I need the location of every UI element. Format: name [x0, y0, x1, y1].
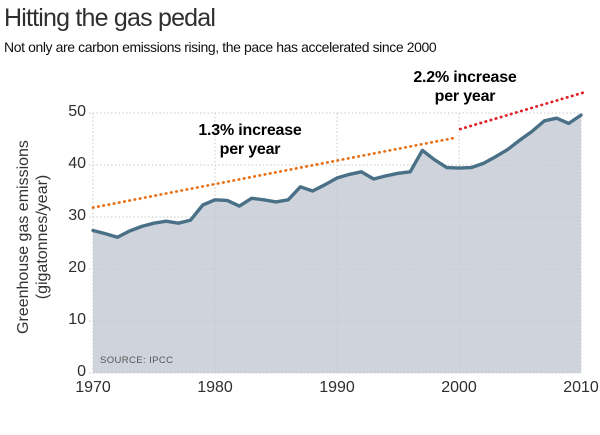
- y-tick-label-40: 40: [68, 155, 86, 172]
- y-tick-label-20: 20: [68, 259, 86, 276]
- x-tick-label-2010: 2010: [563, 379, 599, 396]
- y-tick-label-0: 0: [77, 363, 86, 380]
- trend-label-2-line1: 2.2% increase: [413, 69, 517, 86]
- trend-1.3-percent-line: [91, 136, 456, 209]
- trend-label-2.2-percent: 2.2% increase per year: [399, 68, 531, 106]
- y-tick-label-50: 50: [68, 103, 86, 120]
- trend-label-2-line2: per year: [434, 88, 496, 105]
- y-tick-label-10: 10: [68, 311, 86, 328]
- chart-subtitle: Not only are carbon emissions rising, th…: [4, 39, 437, 55]
- trend-label-1-line1: 1.3% increase: [198, 122, 302, 139]
- emissions-line: [91, 113, 583, 239]
- trend-2.2-percent-line: [458, 90, 587, 131]
- x-tick-label-1970: 1970: [75, 379, 111, 396]
- emissions-area-fill: [93, 115, 581, 373]
- y-tick-label-30: 30: [68, 207, 86, 224]
- trend-label-1-line2: per year: [219, 141, 281, 158]
- x-tick-label-2000: 2000: [441, 379, 477, 396]
- x-tick-label-1980: 1980: [197, 379, 233, 396]
- source-credit: SOURCE: IPCC: [100, 355, 174, 366]
- x-tick-label-1990: 1990: [319, 379, 355, 396]
- page-title: Hitting the gas pedal: [4, 4, 216, 32]
- trend-label-1.3-percent: 1.3% increase per year: [184, 121, 316, 159]
